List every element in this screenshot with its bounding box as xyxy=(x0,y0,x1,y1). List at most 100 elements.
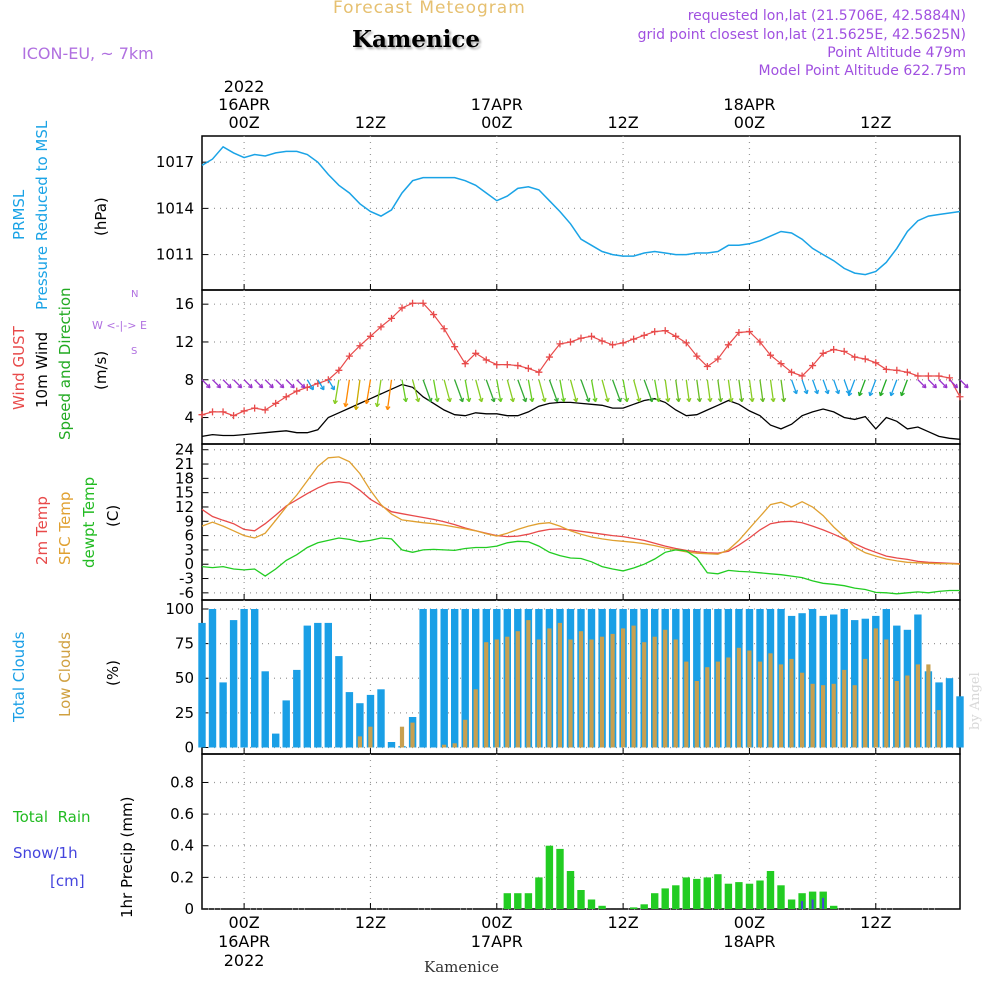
wind-arrow-head xyxy=(953,383,959,389)
temperature-ytick-label: 9 xyxy=(184,512,194,530)
gust-marker xyxy=(261,406,269,414)
bottom-date-label: 17APR xyxy=(471,932,523,951)
temperature-ytick-label: 12 xyxy=(175,498,194,516)
top-date-label: 16APR xyxy=(218,95,270,114)
total-cloud-bar xyxy=(293,669,301,748)
gust-marker xyxy=(935,372,943,380)
gust-marker xyxy=(577,334,585,342)
wind-arrow xyxy=(843,379,850,394)
low-cloud-bar xyxy=(589,639,594,748)
wind-arrow xyxy=(559,379,565,402)
gust-marker xyxy=(345,352,353,360)
wind-arrow-head xyxy=(258,383,264,389)
wind-arrow xyxy=(748,379,754,402)
total-cloud-bar xyxy=(272,733,280,748)
wind-arrow xyxy=(454,379,464,402)
wind-arrow xyxy=(401,379,407,402)
bottom-hour-label: 00Z xyxy=(481,913,512,932)
low-cloud-bar xyxy=(789,658,794,748)
gust-marker xyxy=(419,299,427,307)
gust-marker xyxy=(767,351,774,359)
gust-marker xyxy=(903,368,911,376)
gust-marker xyxy=(735,329,743,337)
gust-marker xyxy=(588,332,596,340)
wind-arrow xyxy=(580,379,590,402)
wind-arrow-head xyxy=(227,383,232,389)
pressure-ytick-label: 1011 xyxy=(156,246,194,264)
top-hour-label: 00Z xyxy=(734,113,765,132)
wind-arrow-head xyxy=(847,391,853,397)
total-cloud-bar xyxy=(303,625,311,748)
gust-marker xyxy=(661,327,669,335)
wind-arrow-head xyxy=(770,397,776,403)
temperature-ytick-label: 18 xyxy=(175,469,194,487)
total-cloud-bar xyxy=(282,700,290,748)
top-hour-label: 12Z xyxy=(607,113,638,132)
gust-marker xyxy=(409,299,417,307)
total-cloud-bar xyxy=(324,622,332,748)
top-hour-label: 00Z xyxy=(481,113,512,132)
wind-arrow xyxy=(738,379,743,402)
total-cloud-bar xyxy=(229,620,238,748)
gust-marker xyxy=(388,314,395,322)
temperature-ytick-label: 0 xyxy=(184,555,194,573)
low-cloud-bar xyxy=(515,631,520,748)
rain-bar xyxy=(503,893,511,909)
gust-marker xyxy=(893,366,901,374)
low-cloud-bar xyxy=(894,681,899,748)
total-cloud-bar xyxy=(208,609,217,748)
wind-arrow xyxy=(917,379,927,389)
wind-arrow-head xyxy=(522,397,528,403)
low-cloud-bar xyxy=(673,639,678,748)
wind-arrow-head xyxy=(728,397,734,403)
gust-marker xyxy=(451,343,459,351)
rain-label: Total Rain xyxy=(13,808,91,826)
wind-arrow-head xyxy=(707,397,713,403)
wind-ytick-label: 12 xyxy=(175,333,194,351)
gust-marker xyxy=(293,387,301,395)
gust-marker xyxy=(714,355,722,363)
wind-arrow xyxy=(517,379,527,402)
low-cloud-bar xyxy=(357,736,362,748)
wind-arrow-head xyxy=(509,397,516,403)
gust-marker xyxy=(251,404,259,412)
low-cloud-bar xyxy=(463,719,468,748)
clouds-ytick-label: 75 xyxy=(175,635,194,653)
wind-arrow-head xyxy=(309,385,314,391)
rain-bar xyxy=(745,883,754,909)
low-cloud-bar xyxy=(726,657,731,748)
low-cloud-bar xyxy=(557,622,562,748)
gust-marker xyxy=(693,352,701,360)
rain-bar xyxy=(714,874,722,909)
low-cloud-bar xyxy=(768,653,773,748)
temperature-ytick-label: -6 xyxy=(179,584,194,602)
temperature-ytick-label: 3 xyxy=(184,541,194,559)
wind-arrow xyxy=(706,379,711,402)
wind-arrow-head xyxy=(899,391,905,397)
gust-marker xyxy=(682,339,690,347)
wind-arrow xyxy=(696,379,701,402)
wind-arrow-head xyxy=(932,383,938,389)
low-cloud-bar xyxy=(705,667,710,748)
wind-arrow xyxy=(927,379,937,389)
wind-arrow-head xyxy=(573,397,579,403)
precip-ytick-label: 0.6 xyxy=(170,805,194,823)
low-cloud-bar xyxy=(778,664,784,748)
total-cloud-bar xyxy=(819,615,827,748)
wind-arrow xyxy=(569,379,578,402)
wind-arrow-head xyxy=(636,397,642,403)
wind-ytick-label: 4 xyxy=(184,409,194,427)
wind-arrow-head xyxy=(319,385,325,391)
wind-arrow-head xyxy=(343,402,349,408)
wind-arrow xyxy=(601,379,609,402)
temperature-ytick-label: 6 xyxy=(184,527,194,545)
low-cloud-bar xyxy=(368,726,373,748)
wind-arrow xyxy=(201,379,211,389)
rain-bar xyxy=(703,877,711,909)
wind-arrow-head xyxy=(717,397,724,403)
rain-bar xyxy=(577,890,585,909)
total-cloud-bar xyxy=(356,703,364,748)
wind-arrow-head xyxy=(814,389,820,395)
wind-arrow-head xyxy=(497,397,503,403)
gust-marker xyxy=(745,328,753,336)
